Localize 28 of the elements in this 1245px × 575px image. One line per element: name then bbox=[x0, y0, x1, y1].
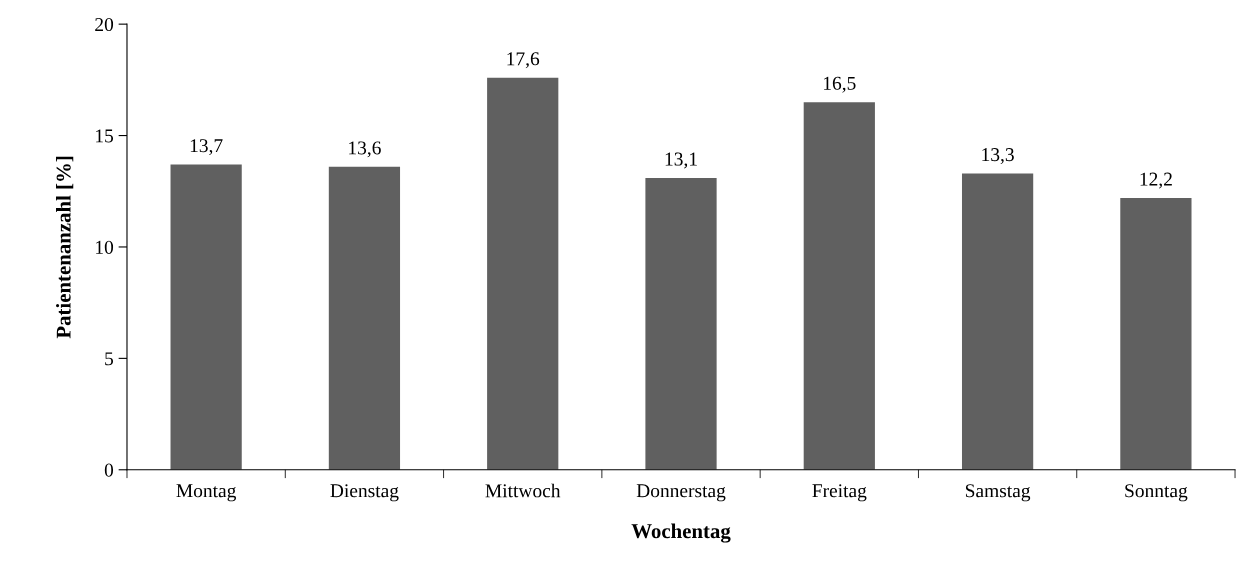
y-tick-label: 5 bbox=[105, 352, 114, 366]
x-tick-label: Montag bbox=[176, 484, 237, 502]
data-label: 13,3 bbox=[982, 148, 1014, 164]
data-label: 13,7 bbox=[190, 139, 223, 156]
y-axis-title: Patientenanzahl [%] bbox=[56, 156, 74, 339]
bar bbox=[328, 166, 401, 470]
data-label: 13,6 bbox=[349, 141, 381, 158]
x-tick-label: Donnerstag bbox=[636, 484, 726, 502]
y-tick-label: 0 bbox=[104, 463, 114, 477]
x-tick-label: Freitag bbox=[812, 484, 867, 502]
x-tick-label: Sonntag bbox=[1125, 484, 1188, 502]
data-label: 17,6 bbox=[507, 52, 540, 69]
data-label: 13,1 bbox=[665, 152, 697, 169]
data-label: 12,2 bbox=[1140, 172, 1172, 189]
y-tick-label: 15 bbox=[96, 129, 114, 143]
data-label: 16,5 bbox=[824, 76, 856, 93]
bar bbox=[1120, 197, 1192, 470]
x-tick-label: Samstag bbox=[965, 484, 1031, 502]
bar bbox=[170, 164, 242, 470]
bar bbox=[803, 102, 875, 470]
x-axis-title: Wochentag bbox=[631, 523, 731, 543]
x-tick-label: Dienstag bbox=[330, 484, 399, 502]
x-tick-label: Mittwoch bbox=[485, 483, 561, 498]
y-tick-label: 20 bbox=[95, 17, 114, 32]
y-tick-label: 10 bbox=[96, 240, 114, 254]
bar bbox=[645, 177, 717, 470]
bar bbox=[961, 173, 1034, 470]
bar bbox=[487, 77, 559, 470]
